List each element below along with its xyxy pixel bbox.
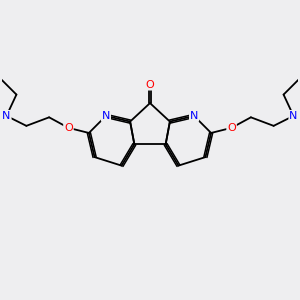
Text: O: O [227,123,236,133]
Text: O: O [64,123,73,133]
Text: N: N [289,111,298,121]
Text: N: N [190,111,198,121]
Text: N: N [102,111,110,121]
Text: N: N [2,111,11,121]
Text: O: O [146,80,154,90]
